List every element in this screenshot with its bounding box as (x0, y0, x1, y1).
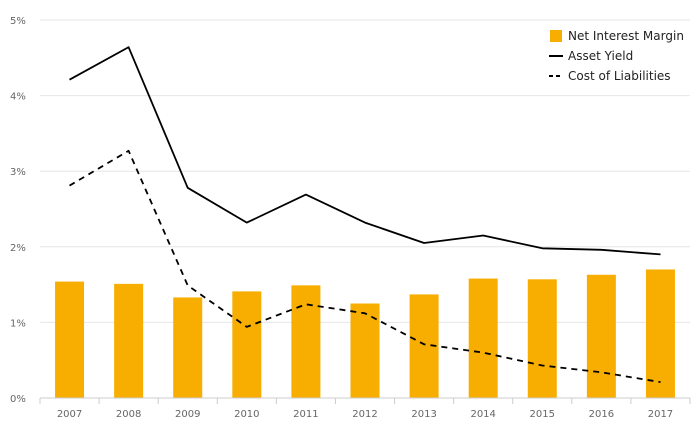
bar-net-interest-margin (645, 269, 675, 398)
bar-net-interest-margin (468, 278, 498, 398)
bar-net-interest-margin (114, 283, 144, 398)
y-tick-label: 0% (10, 394, 26, 405)
x-tick-label: 2008 (116, 409, 141, 420)
bar-net-interest-margin (586, 274, 616, 398)
bar-net-interest-margin (55, 281, 85, 398)
y-tick-label: 5% (10, 16, 26, 27)
x-tick-label: 2015 (530, 409, 555, 420)
x-tick-label: 2011 (293, 409, 318, 420)
y-tick-label: 2% (10, 243, 26, 254)
x-tick-label: 2016 (589, 409, 614, 420)
axes: 0% 1% 2% 3% 4% 5% 2007 2008 2009 2010 2011 2012 2013… (10, 16, 691, 420)
legend-swatch-bar (550, 30, 562, 42)
x-tick-label: 2009 (175, 409, 200, 420)
line-series (69, 46, 661, 383)
bar-net-interest-margin (173, 297, 203, 398)
x-tick-label: 2017 (648, 409, 673, 420)
y-tick-label: 3% (10, 167, 26, 178)
x-tick-label: 2007 (57, 409, 82, 420)
legend-label: Net Interest Margin (568, 29, 684, 43)
legend-label: Asset Yield (568, 49, 633, 63)
bar-series (55, 269, 675, 398)
y-tick-label: 1% (10, 318, 26, 329)
x-tick-label: 2010 (234, 409, 259, 420)
x-tick-label: 2014 (470, 409, 495, 420)
x-tick-label: 2012 (352, 409, 377, 420)
legend: Net Interest Margin Asset Yield Cost of Li… (549, 29, 684, 83)
line-asset-yield (69, 46, 661, 256)
legend-label: Cost of Liabilities (568, 69, 671, 83)
y-tick-label: 4% (10, 92, 26, 103)
bar-net-interest-margin (527, 279, 557, 398)
bar-net-interest-margin (291, 285, 321, 398)
line-cost-of-liabilities (69, 149, 661, 383)
bar-net-interest-margin (232, 291, 262, 398)
x-tick-label: 2013 (411, 409, 436, 420)
